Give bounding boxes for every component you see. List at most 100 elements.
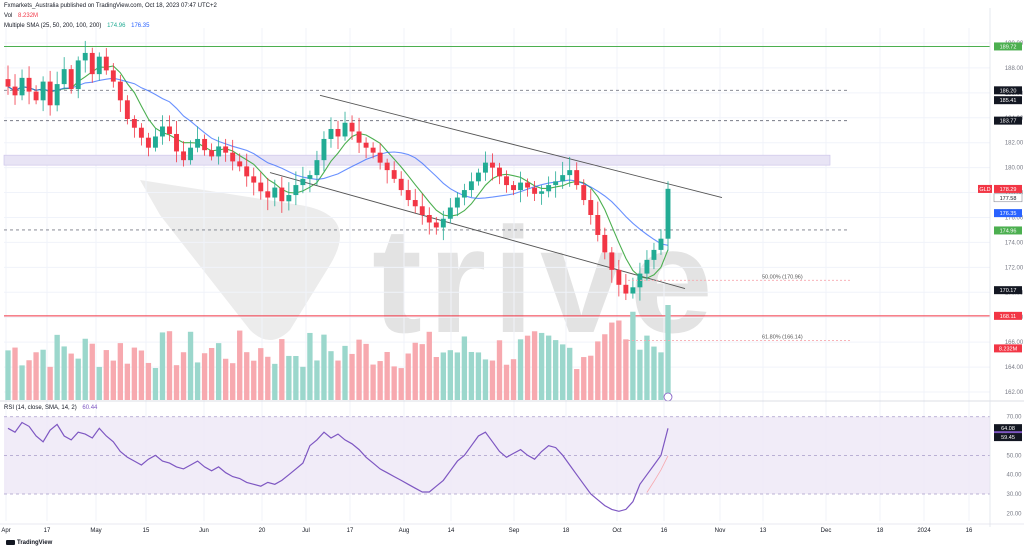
vol-label: Vol xyxy=(4,13,13,19)
candle-body xyxy=(644,259,650,274)
candle-body xyxy=(19,77,25,96)
volume-bar xyxy=(475,352,482,400)
candle-body xyxy=(138,127,144,138)
volume-bar xyxy=(405,353,411,400)
candle-body xyxy=(47,81,53,106)
time-tick-label: 18 xyxy=(563,528,570,534)
price-tag-label: 8.232M xyxy=(999,346,1018,352)
price-tag-label: 185.41 xyxy=(1000,98,1017,104)
candle-body xyxy=(623,284,629,294)
price-tag xyxy=(994,42,1022,51)
candle-body xyxy=(174,133,179,152)
time-tick-label: 17 xyxy=(44,528,51,534)
candle-body xyxy=(300,178,306,186)
price-tag-label: 174.96 xyxy=(1000,228,1017,234)
price-tick-label: 176.00 xyxy=(1005,215,1024,221)
volume-bar xyxy=(47,366,53,400)
volume-bar xyxy=(419,344,425,400)
rsi-tick-label: 70.00 xyxy=(1006,415,1022,421)
candle-body xyxy=(567,170,573,176)
volume-bar xyxy=(412,342,418,400)
price-tag xyxy=(994,286,1022,295)
volume-bar xyxy=(61,346,67,400)
time-tick-label: 2024 xyxy=(917,528,931,534)
volume-bar xyxy=(538,332,545,400)
candle-body xyxy=(377,152,383,163)
candle-body xyxy=(398,178,404,191)
fib-label: 61.80% (166.14) xyxy=(762,334,803,340)
candle-body xyxy=(342,122,348,137)
volume-bar xyxy=(75,358,81,400)
candle-body xyxy=(89,52,95,75)
candles xyxy=(5,40,671,301)
volume-bar xyxy=(328,351,334,400)
candle-body xyxy=(349,122,355,132)
candle-body xyxy=(188,147,194,161)
candle-body xyxy=(574,170,580,186)
candle-body xyxy=(321,138,327,161)
candle-body xyxy=(504,176,509,186)
rsi-legend: RSI (14, close, SMA, 14, 2) 60.44 xyxy=(4,405,101,411)
candle-body xyxy=(160,126,165,137)
time-tick-label: 15 xyxy=(143,528,150,534)
event-marker-icon xyxy=(663,392,673,402)
volume-bar xyxy=(33,352,39,400)
candle-body xyxy=(33,91,39,101)
volume-bar xyxy=(574,369,580,400)
time-tick-label: Sep xyxy=(509,528,520,534)
candle-body xyxy=(440,218,446,228)
candle-body xyxy=(181,151,186,161)
volume-bar xyxy=(468,351,475,400)
candle-body xyxy=(314,160,320,176)
volume-bar xyxy=(159,332,166,400)
volume-bar xyxy=(665,305,671,400)
volume-bar xyxy=(251,360,257,400)
candle-body xyxy=(230,152,236,162)
volume-bar xyxy=(145,362,152,400)
fib-levels: 50.00% (170.96) 61.80% (166.14) xyxy=(628,274,850,402)
rsi-tick-label: 50.00 xyxy=(1006,453,1022,459)
candle-body xyxy=(61,69,67,85)
volume-bar xyxy=(461,336,468,400)
volume-bar xyxy=(152,367,159,400)
candle-body xyxy=(433,222,439,228)
price-tag-label: 178.29 xyxy=(1000,187,1017,193)
price-tag-label: 176.35 xyxy=(1000,211,1017,217)
candle-body xyxy=(209,150,215,157)
candle-body xyxy=(26,77,32,92)
rsi-ma-line xyxy=(646,455,669,493)
sma-legend: Multiple SMA (25, 50, 200, 100, 200) 174… xyxy=(4,23,153,29)
time-tick-label: 14 xyxy=(448,528,455,534)
candle-body xyxy=(202,138,208,151)
time-axis: Apr 17 May 15 Jun 20 Jul 17 Aug 14 Sep 18 Oct 16 Nov 13… xyxy=(0,523,1024,534)
price-tag xyxy=(993,193,1023,203)
candle-body xyxy=(595,215,601,235)
rsi-tag xyxy=(994,424,1022,433)
time-tick-label: Jul xyxy=(302,528,310,534)
candle-body xyxy=(40,81,46,101)
volume-bar xyxy=(40,349,46,400)
price-tag-label: 186.20 xyxy=(1000,88,1017,94)
price-tag xyxy=(994,209,1022,218)
candle-body xyxy=(454,197,460,208)
volume-bar xyxy=(265,356,271,400)
publisher-text: Fxmarkets_Australia published on Trading… xyxy=(4,3,217,9)
candle-body xyxy=(145,137,151,148)
volume-bar xyxy=(454,352,461,400)
price-axis: 162.00164.00166.00168.00170.00172.00174.… xyxy=(978,8,1024,527)
rsi-value: 60.44 xyxy=(82,405,98,411)
sma-label: Multiple SMA (25, 50, 200, 100, 200) xyxy=(4,23,102,29)
candle-body xyxy=(258,182,264,192)
candle-body xyxy=(658,238,664,250)
volume-bars xyxy=(5,305,671,400)
volume-bar xyxy=(433,357,439,400)
channel-lower-line xyxy=(269,172,686,289)
candle-body xyxy=(293,185,299,196)
volume-bar xyxy=(391,366,397,400)
candle-body xyxy=(82,52,88,61)
sma-green-line xyxy=(7,65,669,279)
volume-bar xyxy=(286,355,292,400)
volume-bar xyxy=(623,339,629,400)
candle-body xyxy=(5,79,11,87)
